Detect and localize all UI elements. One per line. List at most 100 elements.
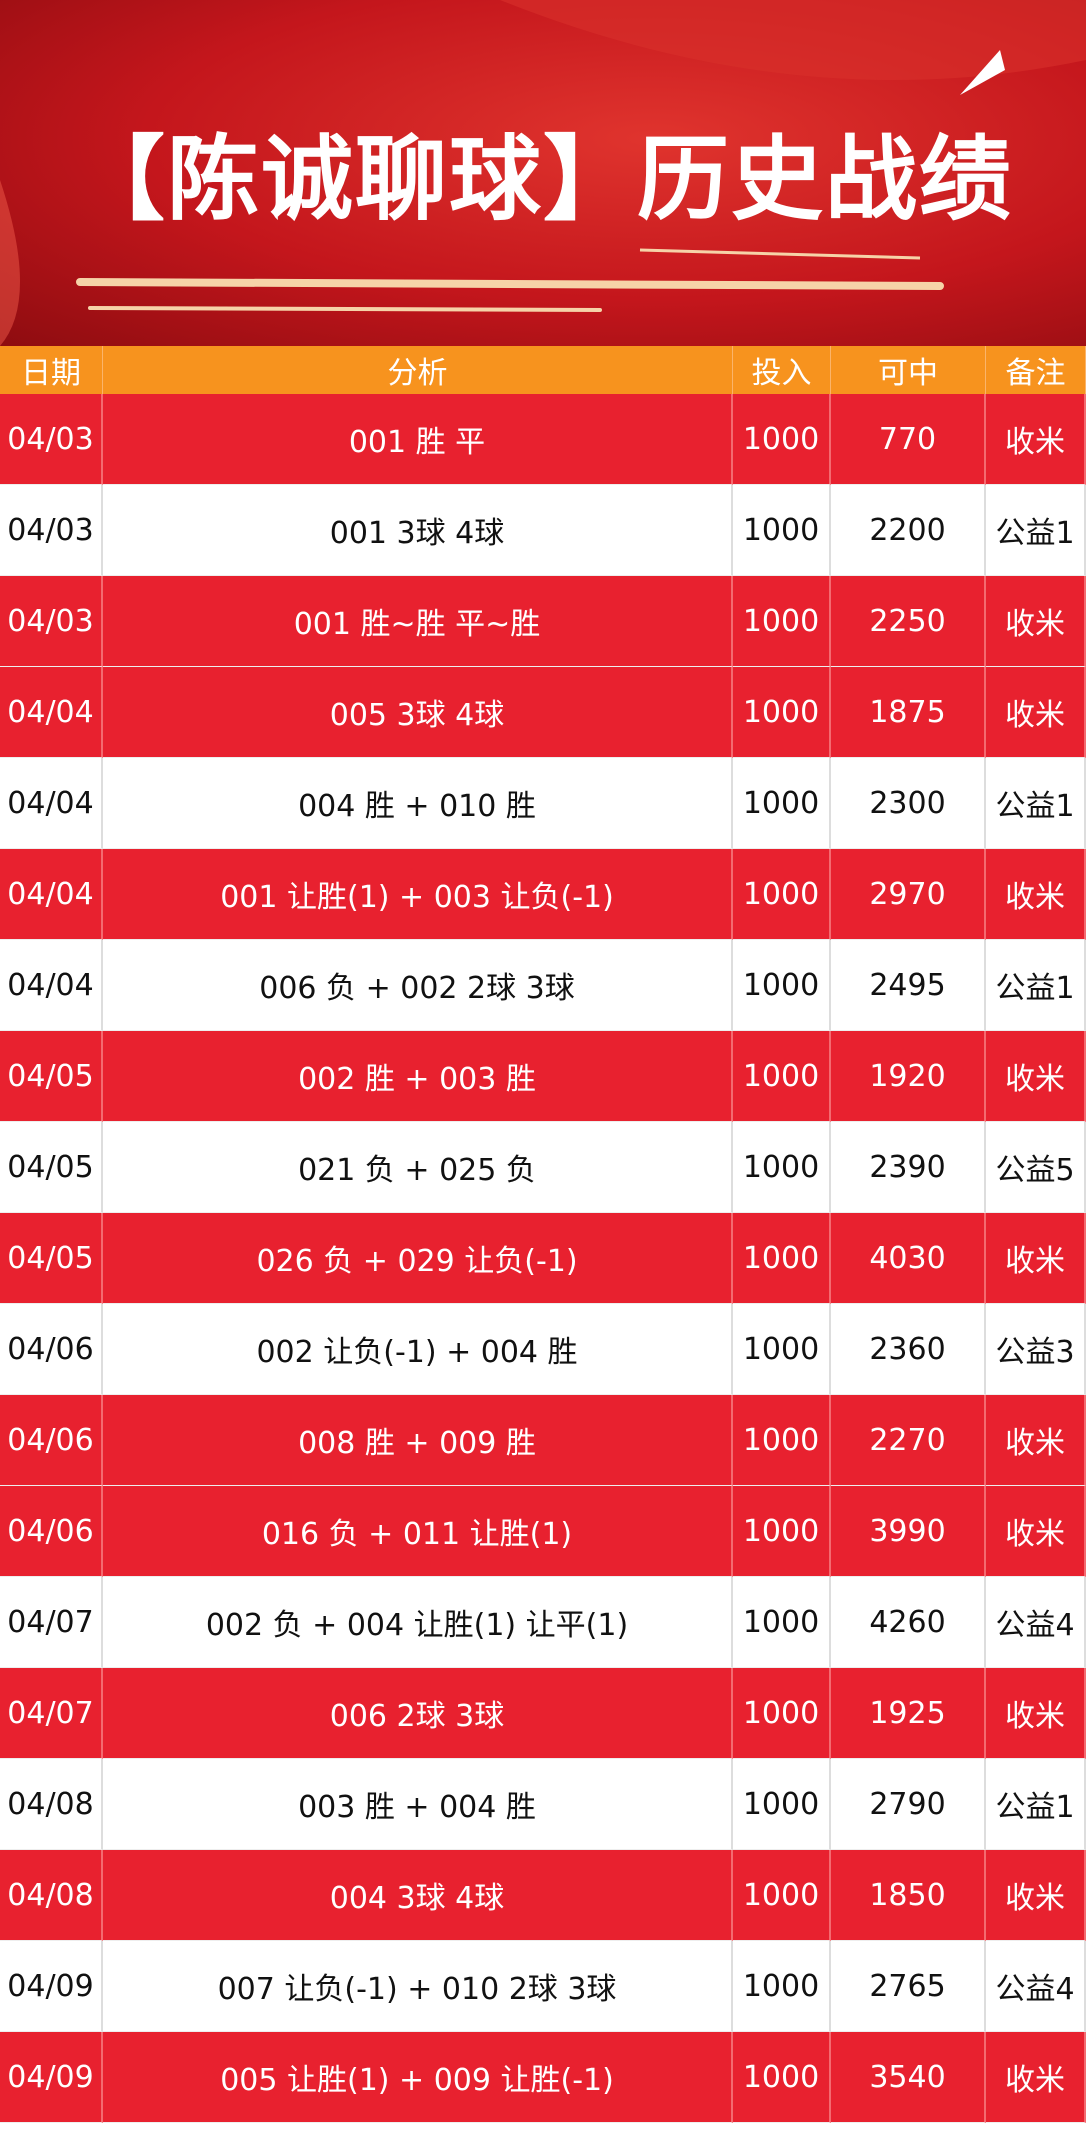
table-cell: 1000 (733, 940, 831, 1031)
table-cell: 1000 (733, 1941, 831, 2032)
table-cell: 收米 (986, 1031, 1086, 1122)
table-cell: 1000 (733, 2032, 831, 2123)
table-cell: 1000 (733, 1668, 831, 1759)
table-cell: 04/05 (0, 1031, 103, 1122)
table-cell: 3990 (831, 1486, 986, 1577)
table-cell: 收米 (986, 667, 1086, 758)
table-cell: 收米 (986, 849, 1086, 940)
table-cell: 002 让负(-1) + 004 胜 (103, 1304, 733, 1395)
table-cell: 1920 (831, 1031, 986, 1122)
table-cell: 4260 (831, 1577, 986, 1668)
table-cell: 002 负 + 004 让胜(1) 让平(1) (103, 1577, 733, 1668)
table-cell: 001 胜~胜 平~胜 (103, 576, 733, 667)
table-cell: 001 胜 平 (103, 394, 733, 485)
table-cell: 004 胜 + 010 胜 (103, 758, 733, 849)
table-cell: 04/06 (0, 1304, 103, 1395)
table-cell: 04/03 (0, 485, 103, 576)
table-cell: 1000 (733, 1577, 831, 1668)
table-cell: 2495 (831, 940, 986, 1031)
table-cell: 1875 (831, 667, 986, 758)
table-cell: 2970 (831, 849, 986, 940)
table-cell: 006 负 + 002 2球 3球 (103, 940, 733, 1031)
table-cell: 007 让负(-1) + 010 2球 3球 (103, 1941, 733, 2032)
table-cell: 2200 (831, 485, 986, 576)
table-cell: 2300 (831, 758, 986, 849)
table-cell: 公益4 (986, 1941, 1086, 2032)
table-cell: 1925 (831, 1668, 986, 1759)
table-cell: 1000 (733, 1486, 831, 1577)
table-cell: 1000 (733, 667, 831, 758)
table-cell: 收米 (986, 576, 1086, 667)
table-cell: 公益4 (986, 1577, 1086, 1668)
table-cell: 001 3球 4球 (103, 485, 733, 576)
table-cell: 002 胜 + 003 胜 (103, 1031, 733, 1122)
table-cell: 1000 (733, 1395, 831, 1486)
table-cell: 04/09 (0, 1941, 103, 2032)
table-cell: 770 (831, 394, 986, 485)
table-cell: 04/05 (0, 1213, 103, 1304)
table-cell: 公益1 (986, 758, 1086, 849)
table-cell: 04/08 (0, 1759, 103, 1850)
column-header: 投入 (733, 346, 831, 394)
table-cell: 1850 (831, 1850, 986, 1941)
table-cell: 收米 (986, 1668, 1086, 1759)
title: 【陈诚聊球】历史战绩 (72, 126, 1013, 233)
table: 日期 分析 投入 可中 备注 04/03 001 胜 平 1000 770 收米 04/03 001 … (0, 346, 1086, 2123)
table-cell: 005 3球 4球 (103, 667, 733, 758)
table-cell: 公益3 (986, 1304, 1086, 1395)
table-cell: 04/03 (0, 394, 103, 485)
table-cell: 026 负 + 029 让负(-1) (103, 1213, 733, 1304)
table-cell: 1000 (733, 485, 831, 576)
table-cell: 1000 (733, 1213, 831, 1304)
table-cell: 1000 (733, 1304, 831, 1395)
table-cell: 1000 (733, 1031, 831, 1122)
table-cell: 2390 (831, 1122, 986, 1213)
table-cell: 021 负 + 025 负 (103, 1122, 733, 1213)
table-cell: 2270 (831, 1395, 986, 1486)
table-cell: 003 胜 + 004 胜 (103, 1759, 733, 1850)
table-cell: 04/03 (0, 576, 103, 667)
table-cell: 2250 (831, 576, 986, 667)
table-cell: 收米 (986, 394, 1086, 485)
table-cell: 04/05 (0, 1122, 103, 1213)
table-cell: 04/04 (0, 667, 103, 758)
table-cell: 2765 (831, 1941, 986, 2032)
table-cell: 005 让胜(1) + 009 让胜(-1) (103, 2032, 733, 2123)
table-cell: 004 3球 4球 (103, 1850, 733, 1941)
table-cell: 公益1 (986, 485, 1086, 576)
table-cell: 04/06 (0, 1395, 103, 1486)
column-header: 备注 (986, 346, 1086, 394)
table-cell: 006 2球 3球 (103, 1668, 733, 1759)
table-cell: 3540 (831, 2032, 986, 2123)
column-header: 可中 (831, 346, 986, 394)
table-cell: 收米 (986, 1395, 1086, 1486)
table-cell: 04/07 (0, 1577, 103, 1668)
table-cell: 收米 (986, 1486, 1086, 1577)
table-cell: 2360 (831, 1304, 986, 1395)
column-header: 日期 (0, 346, 103, 394)
table-cell: 公益1 (986, 940, 1086, 1031)
table-cell: 04/04 (0, 940, 103, 1031)
table-cell: 1000 (733, 849, 831, 940)
table-cell: 016 负 + 011 让胜(1) (103, 1486, 733, 1577)
table-cell: 1000 (733, 1759, 831, 1850)
table-cell: 2790 (831, 1759, 986, 1850)
column-header: 分析 (103, 346, 733, 394)
table-cell: 04/04 (0, 849, 103, 940)
banner: 【陈诚聊球】历史战绩 (0, 0, 1086, 346)
table-cell: 公益1 (986, 1759, 1086, 1850)
table-cell: 1000 (733, 576, 831, 667)
table-cell: 04/06 (0, 1486, 103, 1577)
table-cell: 1000 (733, 758, 831, 849)
table-cell: 04/07 (0, 1668, 103, 1759)
table-cell: 001 让胜(1) + 003 让负(-1) (103, 849, 733, 940)
table-cell: 收米 (986, 1213, 1086, 1304)
table-cell: 1000 (733, 1850, 831, 1941)
table-cell: 1000 (733, 394, 831, 485)
table-cell: 收米 (986, 1850, 1086, 1941)
table-cell: 04/04 (0, 758, 103, 849)
table-cell: 008 胜 + 009 胜 (103, 1395, 733, 1486)
table-cell: 公益5 (986, 1122, 1086, 1213)
table-cell: 收米 (986, 2032, 1086, 2123)
